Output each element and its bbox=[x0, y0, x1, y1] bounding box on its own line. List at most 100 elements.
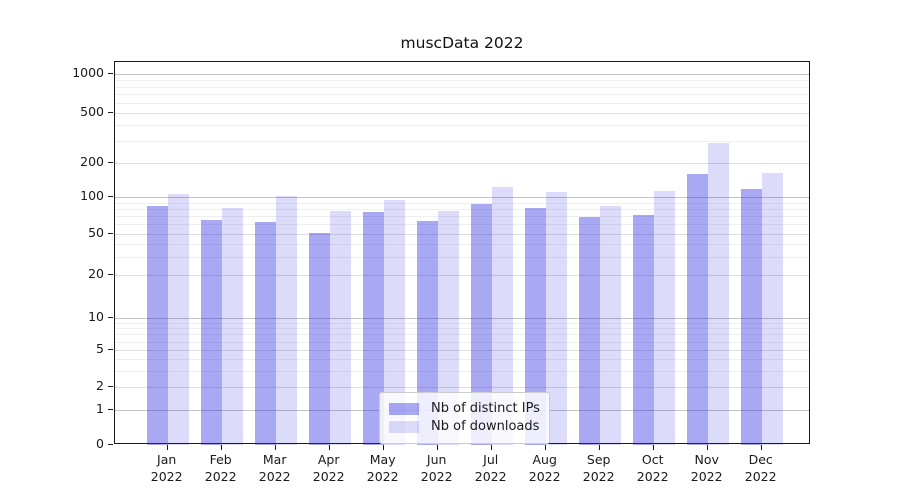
legend: Nb of distinct IPs Nb of downloads bbox=[379, 392, 550, 444]
bar-distinct-ips bbox=[146, 205, 168, 445]
x-axis-tick bbox=[598, 445, 600, 450]
bar-distinct-ips bbox=[632, 214, 654, 445]
x-axis-tick bbox=[544, 445, 546, 450]
y-axis-tick bbox=[108, 386, 113, 388]
bar-distinct-ips bbox=[470, 203, 492, 445]
x-axis-tick bbox=[220, 445, 222, 450]
x-axis-tick-label: Dec 2022 bbox=[744, 452, 777, 484]
bar-downloads bbox=[167, 193, 189, 445]
x-axis-tick bbox=[166, 445, 168, 450]
bar-distinct-ips bbox=[254, 221, 276, 445]
gridline-minor bbox=[115, 208, 809, 210]
bar-distinct-ips bbox=[308, 232, 330, 445]
y-axis-tick-label: 1000 bbox=[72, 65, 104, 80]
y-axis-tick bbox=[108, 409, 113, 411]
bar-distinct-ips bbox=[362, 212, 384, 445]
bar-downloads bbox=[383, 199, 405, 445]
y-axis-tick-label: 10 bbox=[88, 309, 104, 324]
legend-label-distinct-ips: Nb of distinct IPs bbox=[431, 401, 540, 416]
y-axis-tick bbox=[108, 349, 113, 351]
bar-distinct-ips bbox=[578, 216, 600, 445]
y-axis-tick bbox=[108, 233, 113, 235]
gridline-mid bbox=[115, 113, 809, 114]
gridline-minor bbox=[115, 328, 809, 330]
gridline-minor bbox=[115, 102, 809, 104]
y-axis-tick-label: 5 bbox=[96, 341, 104, 356]
gridline-minor bbox=[115, 86, 809, 88]
x-axis-tick-label: Aug 2022 bbox=[528, 452, 561, 484]
bar-downloads bbox=[653, 191, 675, 445]
gridline-minor bbox=[115, 334, 809, 336]
x-axis-tick bbox=[652, 445, 654, 450]
gridline-mid bbox=[115, 275, 809, 276]
chart-title: muscData 2022 bbox=[400, 34, 524, 52]
gridline-minor bbox=[115, 94, 809, 96]
plot-area: Nb of distinct IPs Nb of downloads bbox=[114, 61, 810, 445]
gridline-minor bbox=[115, 125, 809, 127]
x-axis-tick-label: Feb 2022 bbox=[204, 452, 237, 484]
legend-item-downloads: Nb of downloads bbox=[389, 419, 540, 434]
gridline-minor bbox=[115, 370, 809, 372]
x-axis-tick-label: Oct 2022 bbox=[636, 452, 669, 484]
legend-item-distinct-ips: Nb of distinct IPs bbox=[389, 401, 540, 416]
bar-distinct-ips bbox=[524, 207, 546, 445]
legend-swatch-distinct-ips bbox=[389, 402, 419, 415]
y-axis-tick bbox=[108, 73, 113, 75]
x-axis-tick-label: Jan 2022 bbox=[150, 452, 183, 484]
bar-downloads bbox=[761, 173, 783, 445]
y-axis-tick-label: 100 bbox=[80, 188, 104, 203]
x-axis-tick-label: Jun 2022 bbox=[420, 452, 453, 484]
bar-distinct-ips bbox=[740, 188, 762, 445]
y-axis-tick-label: 0 bbox=[96, 436, 104, 451]
y-axis-tick-label: 500 bbox=[80, 104, 104, 119]
y-axis-tick-label: 1 bbox=[96, 401, 104, 416]
bar-downloads bbox=[599, 205, 621, 445]
gridline-major bbox=[115, 197, 809, 198]
gridline-minor bbox=[115, 243, 809, 245]
x-axis-tick bbox=[274, 445, 276, 450]
bar-downloads bbox=[221, 207, 243, 445]
bar-distinct-ips bbox=[686, 173, 708, 445]
bar-distinct-ips bbox=[416, 220, 438, 445]
gridline-minor bbox=[115, 341, 809, 343]
y-axis-tick bbox=[108, 274, 113, 276]
y-axis-tick-label: 50 bbox=[88, 225, 104, 240]
gridline-minor bbox=[115, 256, 809, 258]
gridline-mid bbox=[115, 350, 809, 351]
gridline-minor bbox=[115, 359, 809, 360]
y-axis-tick bbox=[108, 317, 113, 319]
bar-downloads bbox=[329, 210, 351, 445]
x-axis-tick bbox=[382, 445, 384, 450]
legend-label-downloads: Nb of downloads bbox=[431, 419, 540, 434]
x-axis-tick bbox=[706, 445, 708, 450]
gridline-mid bbox=[115, 234, 809, 235]
gridline-minor bbox=[115, 202, 809, 204]
gridline-minor bbox=[115, 79, 809, 81]
bar-distinct-ips bbox=[200, 219, 222, 445]
x-axis-tick bbox=[328, 445, 330, 450]
x-axis-tick-label: Nov 2022 bbox=[690, 452, 723, 484]
gridline-mid bbox=[115, 387, 809, 388]
y-axis-tick-label: 2 bbox=[96, 378, 104, 393]
bar-downloads bbox=[707, 142, 729, 445]
gridline-major bbox=[115, 318, 809, 319]
gridline-minor bbox=[115, 224, 809, 226]
x-axis-tick-label: Sep 2022 bbox=[582, 452, 615, 484]
x-axis-tick-label: Jul 2022 bbox=[474, 452, 507, 484]
gridline-minor bbox=[115, 216, 809, 218]
bar-downloads bbox=[437, 210, 459, 445]
gridline-minor bbox=[115, 322, 809, 324]
y-axis-tick-label: 200 bbox=[80, 154, 104, 169]
legend-swatch-downloads bbox=[389, 420, 419, 433]
x-axis-tick-label: Mar 2022 bbox=[258, 452, 291, 484]
y-axis-tick bbox=[108, 444, 113, 446]
bar-downloads bbox=[275, 195, 297, 445]
y-axis-tick bbox=[108, 162, 113, 164]
gridline-major bbox=[115, 74, 809, 75]
y-axis-tick-label: 20 bbox=[88, 266, 104, 281]
y-axis-tick bbox=[108, 112, 113, 114]
x-axis-tick bbox=[760, 445, 762, 450]
x-axis-tick-label: May 2022 bbox=[366, 452, 399, 484]
gridline-minor bbox=[115, 140, 809, 142]
